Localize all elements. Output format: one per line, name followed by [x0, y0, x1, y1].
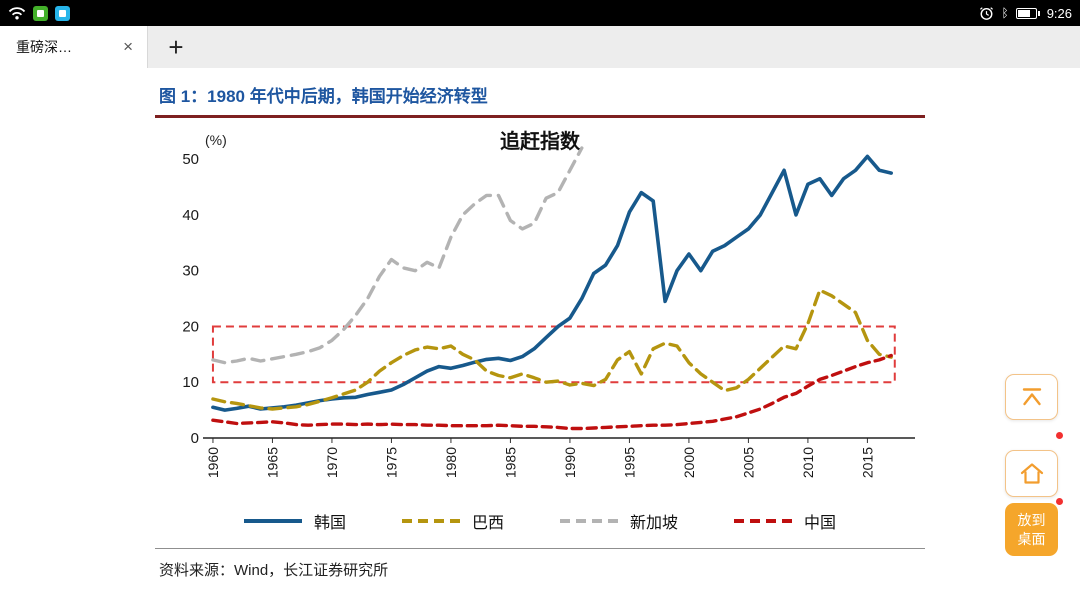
legend-label: 巴西: [471, 515, 504, 532]
figure-block: 图 1：1980 年代中后期，韩国开始经济转型 0 10 20 30 40 50 1960 1…: [155, 80, 925, 580]
svg-text:2005: 2005: [740, 447, 756, 478]
svg-text:1970: 1970: [324, 447, 340, 478]
top-arrow-icon: [1022, 388, 1041, 406]
svg-text:1985: 1985: [502, 447, 518, 478]
source-note: 资料来源：Wind，长江证券研究所: [159, 562, 389, 579]
legend-item: 巴西: [401, 509, 504, 533]
svg-text:30: 30: [182, 263, 199, 280]
legend-line-sample: [560, 519, 618, 523]
legend-item: 中国: [734, 509, 836, 533]
legend-line-sample: [243, 519, 302, 523]
status-time: 9:26: [1046, 5, 1072, 21]
svg-text:0: 0: [191, 430, 199, 447]
chart-legend: 韩国 巴西 新加坡 中国: [155, 506, 925, 536]
page-content: 图 1：1980 年代中后期，韩国开始经济转型 0 10 20 30 40 50 1960 1…: [0, 68, 1080, 589]
svg-text:1980: 1980: [443, 447, 459, 478]
figure-title: 图 1：1980 年代中后期，韩国开始经济转型: [159, 87, 488, 106]
svg-text:10: 10: [182, 374, 199, 391]
battery-icon: [1015, 7, 1040, 19]
notification-dot: [1056, 432, 1063, 439]
add-to-desktop-button[interactable]: 放到桌面: [1005, 503, 1058, 556]
home-icon: [1020, 463, 1043, 484]
svg-text:2000: 2000: [681, 447, 697, 478]
chart-title: 追赶指数: [500, 131, 580, 153]
svg-text:1965: 1965: [264, 447, 280, 478]
wifi-icon: [8, 7, 26, 20]
title-underline: [155, 115, 925, 118]
legend-line-sample: [734, 519, 793, 523]
notification-dot: [1056, 498, 1063, 505]
svg-text:50: 50: [182, 151, 199, 168]
svg-text:1995: 1995: [621, 447, 637, 478]
legend-line-sample: [401, 519, 460, 523]
svg-text:20: 20: [182, 318, 199, 335]
tab-title: 重磅深…: [16, 39, 72, 55]
browser-tab[interactable]: 重磅深… ×: [0, 26, 148, 68]
legend-item: 新加坡: [560, 509, 678, 533]
legend-label: 中国: [804, 515, 837, 532]
bluetooth-icon: ᛒ: [1001, 6, 1009, 20]
status-bar: ᛒ 9:26: [0, 0, 1080, 26]
svg-text:2010: 2010: [800, 447, 816, 478]
source-divider: [155, 548, 925, 549]
svg-text:1975: 1975: [383, 447, 399, 478]
legend-item: 韩国: [243, 509, 346, 533]
back-to-top-button[interactable]: [1005, 374, 1058, 420]
alarm-clock-icon: [980, 6, 994, 20]
axis-unit-label: (%): [205, 132, 227, 148]
catchup-index-chart: 0 10 20 30 40 50 1960 1965 1970 1975 1980 1985 1990 1…: [182, 146, 915, 478]
svg-text:40: 40: [182, 207, 199, 224]
chart-area: 0 10 20 30 40 50 1960 1965 1970 1975 1980 1985 1990 1…: [155, 120, 925, 492]
svg-text:1990: 1990: [562, 447, 578, 478]
notification-app-icon-cyan: [55, 5, 70, 21]
home-button[interactable]: [1005, 450, 1058, 497]
svg-text:2015: 2015: [859, 447, 875, 478]
svg-text:1960: 1960: [205, 447, 221, 478]
tab-bar: 重磅深… × +: [0, 26, 1080, 68]
legend-label: 新加坡: [630, 515, 679, 532]
notification-app-icon-green: [33, 5, 48, 21]
legend-label: 韩国: [313, 515, 346, 532]
close-tab-icon[interactable]: ×: [123, 37, 133, 56]
new-tab-button[interactable]: +: [168, 31, 184, 62]
